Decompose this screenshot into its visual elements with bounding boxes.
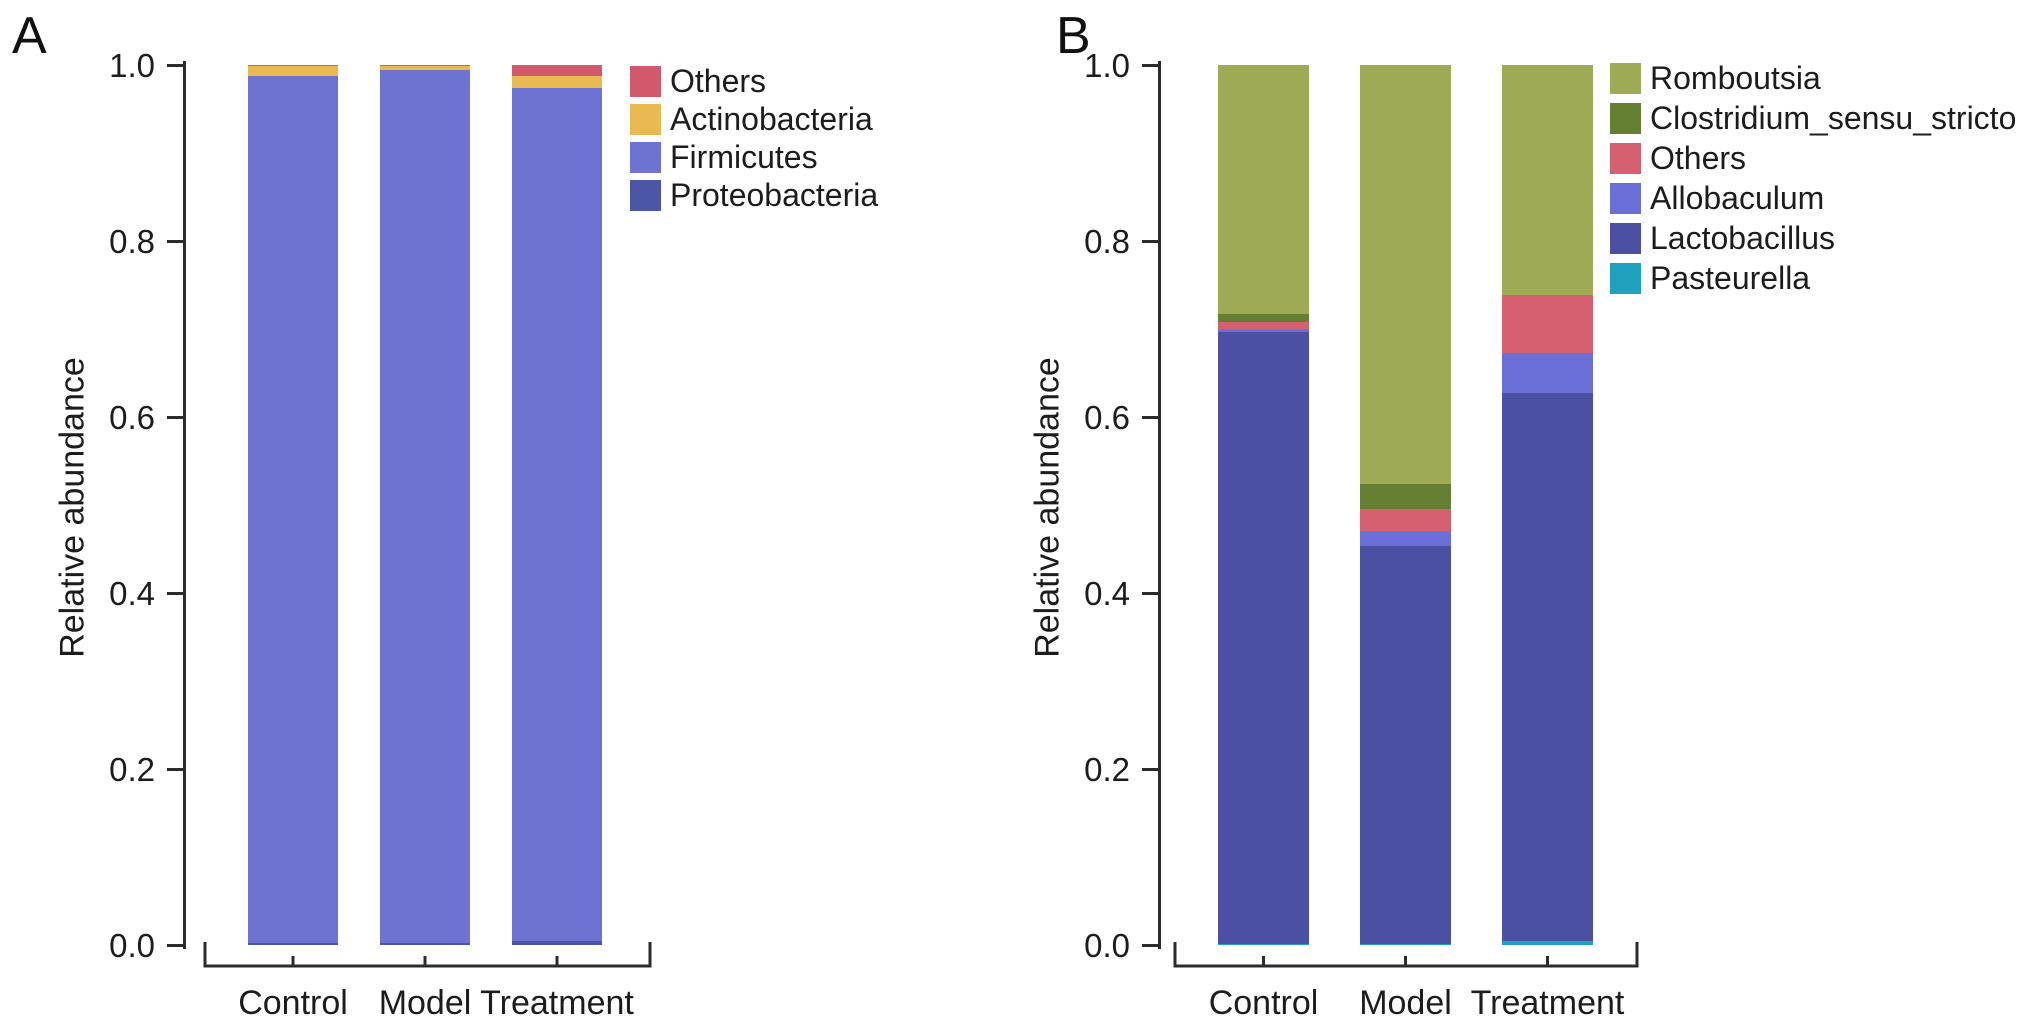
x-axis-bracket — [203, 942, 652, 968]
segment-allobaculum — [1360, 530, 1451, 547]
y-tick-label: 0.6 — [1084, 399, 1130, 436]
bar-control — [1218, 65, 1309, 945]
x-category-label-treatment: Treatment — [480, 984, 634, 1022]
y-tick-label: 0.8 — [1084, 223, 1130, 260]
legend-swatch-romboutsia — [1610, 63, 1641, 94]
segment-lactobacillus — [1502, 393, 1593, 941]
segment-romboutsia — [1360, 65, 1451, 484]
legend-label-actinobacteria: Actinobacteria — [670, 101, 873, 137]
segment-actinobacteria — [380, 65, 470, 71]
legend-swatch-clostridium_sensu_stricto — [1610, 103, 1641, 134]
y-tick — [167, 64, 183, 67]
legend-swatch-allobaculum — [1610, 183, 1641, 214]
y-tick — [167, 240, 183, 243]
y-tick — [1142, 64, 1158, 67]
y-tick-label: 1.0 — [1084, 47, 1130, 84]
x-axis-bracket — [1173, 942, 1639, 968]
y-tick — [1142, 592, 1158, 595]
segment-actinobacteria — [248, 65, 338, 76]
segment-others — [248, 65, 338, 66]
y-tick — [167, 592, 183, 595]
x-category-label-model: Model — [378, 984, 472, 1022]
legend-label-romboutsia: Romboutsia — [1650, 60, 1821, 96]
segment-firmicutes — [248, 75, 338, 944]
legend-label-pasteurella: Pasteurella — [1650, 260, 1811, 296]
y-tick-label: 0.2 — [1084, 751, 1130, 788]
segment-romboutsia — [1502, 65, 1593, 295]
y-tick — [1142, 768, 1158, 771]
legend-swatch-others — [1610, 143, 1641, 174]
y-tick-label: 0.2 — [109, 751, 155, 788]
bar-treatment — [512, 65, 602, 945]
x-category-label-model: Model — [1359, 984, 1452, 1022]
y-tick-label: 0.0 — [109, 927, 155, 964]
segment-proteobacteria — [380, 943, 470, 945]
legend-swatch-lactobacillus — [1610, 223, 1641, 254]
segment-actinobacteria — [512, 76, 602, 88]
y-axis-title-b: Relative abundance — [1028, 357, 1067, 658]
y-axis-line — [1158, 61, 1161, 949]
segment-pasteurella — [1360, 944, 1451, 945]
y-tick-label: 1.0 — [109, 47, 155, 84]
legend-swatch-actinobacteria — [630, 104, 661, 135]
x-category-label-control: Control — [238, 984, 348, 1022]
y-axis-line — [183, 61, 186, 949]
y-tick-label: 0.4 — [1084, 575, 1130, 612]
segment-others — [1360, 508, 1451, 531]
y-axis-title-a: Relative abundance — [53, 357, 92, 658]
panel-letter-b: B — [1056, 7, 1091, 65]
segment-pasteurella — [1218, 944, 1309, 945]
legend-label-allobaculum: Allobaculum — [1650, 180, 1825, 216]
legend-swatch-pasteurella — [1610, 263, 1641, 294]
segment-firmicutes — [380, 70, 470, 944]
segment-firmicutes — [512, 87, 602, 942]
legend-label-others: Others — [670, 63, 767, 99]
x-category-label-control: Control — [1208, 984, 1319, 1022]
legend-label-clostridium_sensu_stricto: Clostridium_sensu_stricto — [1650, 100, 2017, 136]
x-category-label-treatment: Treatment — [1470, 984, 1625, 1022]
segment-romboutsia — [1218, 65, 1309, 315]
legend-swatch-proteobacteria — [630, 180, 661, 211]
y-tick — [167, 416, 183, 419]
segment-others — [380, 65, 470, 66]
segment-lactobacillus — [1360, 546, 1451, 945]
legend-swatch-others — [630, 66, 661, 97]
y-tick-label: 0.0 — [1084, 927, 1130, 964]
legend-label-proteobacteria: Proteobacteria — [670, 177, 879, 213]
segment-clostridium_sensu_stricto — [1360, 483, 1451, 509]
legend-swatch-firmicutes — [630, 142, 661, 173]
bar-model — [1360, 65, 1451, 945]
segment-pasteurella — [1502, 940, 1593, 945]
segment-allobaculum — [1218, 329, 1309, 332]
y-tick — [1142, 416, 1158, 419]
y-tick-label: 0.4 — [109, 575, 155, 612]
y-tick-label: 0.6 — [109, 399, 155, 436]
segment-proteobacteria — [512, 941, 602, 945]
bar-control — [248, 65, 338, 945]
bar-treatment — [1502, 65, 1593, 945]
y-tick — [167, 944, 183, 947]
segment-lactobacillus — [1218, 331, 1309, 945]
legend-label-firmicutes: Firmicutes — [670, 139, 818, 175]
legend-label-others: Others — [1650, 140, 1747, 176]
segment-allobaculum — [1502, 352, 1593, 394]
segment-others — [1502, 294, 1593, 353]
segment-others — [512, 65, 602, 77]
y-tick-label: 0.8 — [109, 223, 155, 260]
y-tick — [1142, 240, 1158, 243]
y-tick — [1142, 944, 1158, 947]
segment-others — [1218, 322, 1309, 330]
legend-label-lactobacillus: Lactobacillus — [1650, 220, 1835, 256]
segment-clostridium_sensu_stricto — [1218, 314, 1309, 322]
panel-letter-a: A — [12, 7, 47, 65]
segment-proteobacteria — [248, 943, 338, 945]
bar-model — [380, 65, 470, 945]
y-tick — [167, 768, 183, 771]
